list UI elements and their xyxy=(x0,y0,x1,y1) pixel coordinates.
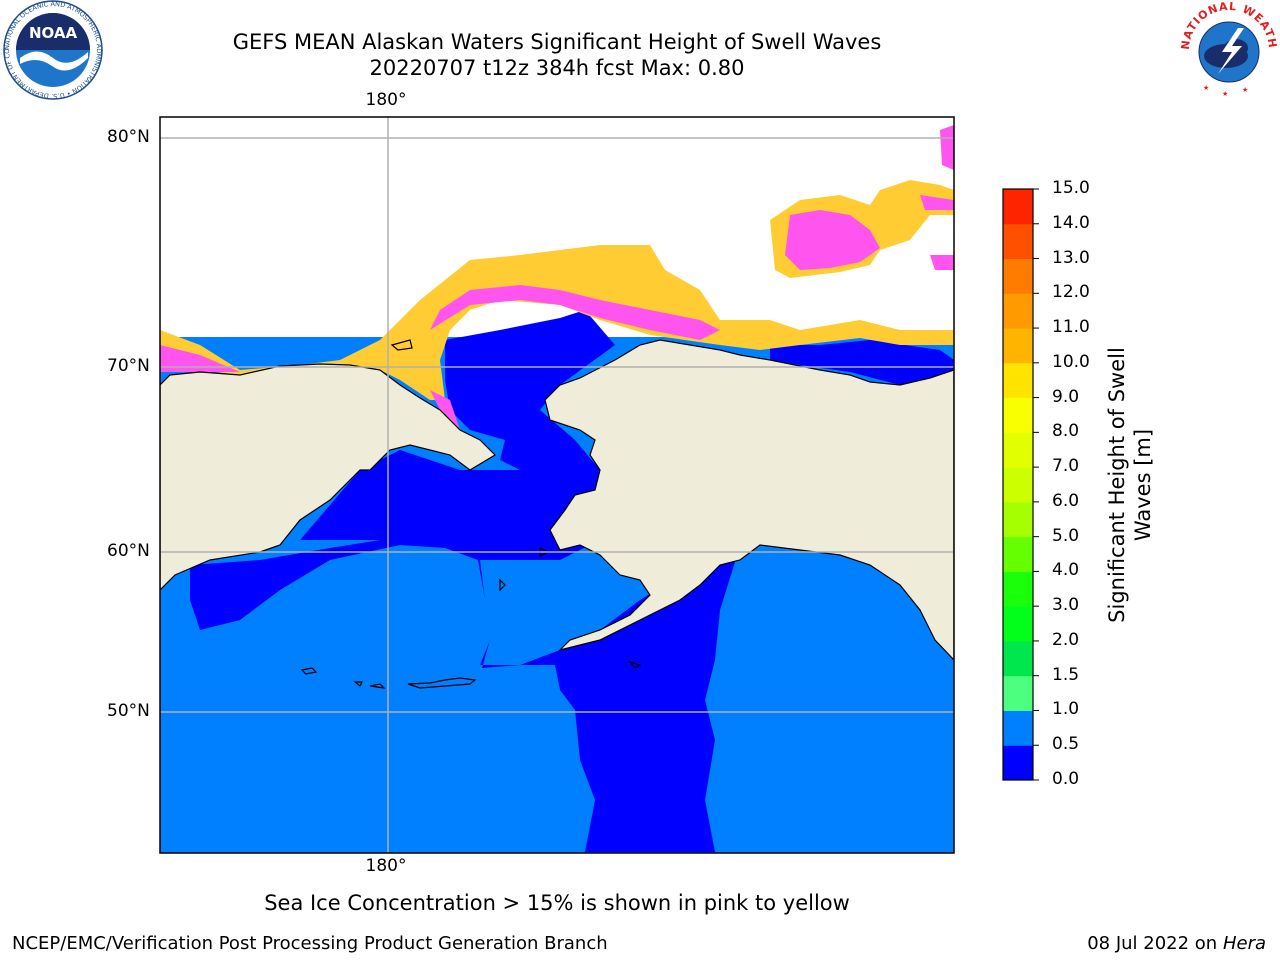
nws-logo: NATIONAL WEATHER SERVICE ★ ★ ★ xyxy=(1178,0,1278,98)
lon-label-top: 180° xyxy=(365,90,407,110)
sea-ice-yellow xyxy=(160,245,954,400)
map-frame xyxy=(159,116,955,854)
colorbar-tick-label: 10.0 xyxy=(1052,351,1090,372)
colorbar-title: Significant Height of Swell Waves [m] xyxy=(1105,347,1155,623)
colorbar-tick-label: 15.0 xyxy=(1052,178,1090,198)
colorbar-tick-label: 3.0 xyxy=(1052,595,1080,616)
colorbar-segment xyxy=(1003,362,1033,399)
chart-subtitle: 20220707 t12z 384h fcst Max: 0.80 xyxy=(369,56,745,80)
footer-credit: NCEP/EMC/Verification Post Processing Pr… xyxy=(12,933,608,954)
sea-ice-note: Sea Ice Concentration > 15% is shown in … xyxy=(264,891,850,915)
colorbar-segment xyxy=(1003,501,1033,538)
graticule xyxy=(160,117,954,853)
colorbar-tick-label: 6.0 xyxy=(1052,490,1080,511)
colorbar-tick-label: 8.0 xyxy=(1052,421,1080,442)
map-area xyxy=(160,117,954,853)
colorbar-segment xyxy=(1003,640,1033,677)
svg-text:★: ★ xyxy=(1203,84,1209,92)
colorbar-segment xyxy=(1003,710,1033,746)
colorbar xyxy=(1003,189,1033,781)
colorbar-tick-label: 11.0 xyxy=(1052,317,1090,338)
chart-title: GEFS MEAN Alaskan Waters Significant Hei… xyxy=(232,30,882,54)
sea-ice-pink xyxy=(160,285,720,430)
colorbar-tick-label: 7.0 xyxy=(1052,456,1080,477)
colorbar-segment xyxy=(1003,571,1033,607)
colorbar-segment xyxy=(1003,467,1033,503)
colorbar-tick-label: 1.0 xyxy=(1052,699,1080,720)
svg-text:★: ★ xyxy=(1222,90,1228,98)
colorbar-segment xyxy=(1003,223,1033,260)
colorbar-tick-label: 13.0 xyxy=(1052,247,1090,268)
sea-ice-north-pink xyxy=(785,125,954,270)
alaska-land xyxy=(544,339,954,661)
colorbar-tick-label: 0.0 xyxy=(1052,769,1080,789)
colorbar-segment xyxy=(1003,432,1033,468)
lat-label-80n: 80°N xyxy=(107,127,150,147)
siberia-land xyxy=(160,363,496,591)
colorbar-segment xyxy=(1003,328,1033,364)
beaufort-low-field xyxy=(770,340,954,385)
colorbar-segment xyxy=(1003,536,1033,572)
colorbar-tick-label: 9.0 xyxy=(1052,386,1080,407)
chukchi-low-field xyxy=(445,310,615,470)
aleutian-islands xyxy=(300,339,642,689)
footer-date: 08 Jul 2022 on Hera xyxy=(1087,933,1266,954)
colorbar-segment xyxy=(1003,606,1033,642)
colorbar-segment xyxy=(1003,293,1033,329)
colorbar-tick-label: 4.0 xyxy=(1052,560,1080,581)
colorbar-tick-label: 14.0 xyxy=(1052,212,1090,233)
colorbar-segment xyxy=(1003,397,1033,433)
colorbar-segment xyxy=(1003,258,1033,294)
lat-label-60n: 60°N xyxy=(107,541,150,561)
colorbar-tick-label: 0.5 xyxy=(1052,734,1080,755)
colorbar-segment xyxy=(1003,189,1033,225)
lat-label-70n: 70°N xyxy=(107,356,150,376)
noaa-logo-text: NOAA xyxy=(29,24,78,42)
colorbar-tick-label: 1.5 xyxy=(1052,664,1080,685)
ocean-low-field xyxy=(190,525,735,852)
lat-label-50n: 50°N xyxy=(107,701,150,721)
svg-text:★: ★ xyxy=(1242,86,1248,94)
footer-machine: Hera xyxy=(1222,933,1266,954)
lon-label-bottom: 180° xyxy=(365,856,407,876)
colorbar-tick-label: 2.0 xyxy=(1052,629,1080,650)
colorbar-frame xyxy=(1002,188,1034,781)
colorbar-segment xyxy=(1003,745,1033,781)
colorbar-tick-label: 12.0 xyxy=(1052,282,1090,303)
bering-low-field xyxy=(300,450,620,560)
noaa-logo: NATIONAL OCEANIC AND ATMOSPHERIC ADMINIS… xyxy=(2,0,103,100)
colorbar-tick-label: 5.0 xyxy=(1052,525,1080,546)
colorbar-segment xyxy=(1003,675,1033,711)
